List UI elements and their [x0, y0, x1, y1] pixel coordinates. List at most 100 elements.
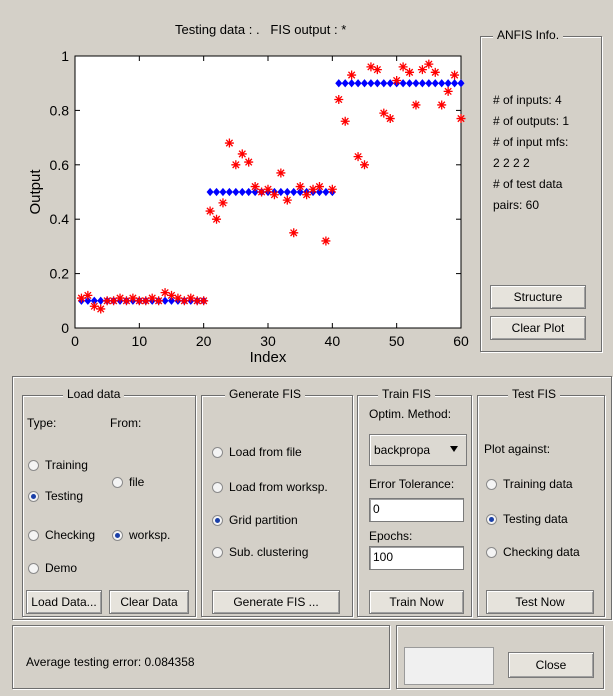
radio-label: Sub. clustering: [229, 545, 309, 559]
radio-button-selected-icon: [212, 514, 223, 526]
fis-output-point: [386, 79, 394, 88]
testing-data-point: [289, 228, 299, 238]
testing-data-point: [295, 182, 305, 192]
testing-data-point: [424, 59, 434, 69]
radio-testing[interactable]: Testing: [28, 489, 83, 503]
x-tick-label: 40: [325, 333, 341, 349]
radio-label: Demo: [45, 561, 78, 575]
generate-fis-group: [201, 395, 353, 617]
close-button[interactable]: Close: [508, 652, 594, 678]
radio-plot-training-data[interactable]: Training data: [486, 477, 573, 491]
testing-data-point: [340, 116, 350, 126]
type-label: Type:: [27, 416, 57, 430]
testing-data-point: [321, 236, 331, 246]
fis-output-point: [425, 79, 433, 88]
radio-plot-checking-data[interactable]: Checking data: [486, 545, 580, 559]
error-tolerance-input[interactable]: 0: [369, 498, 464, 522]
radio-training[interactable]: Training: [28, 458, 88, 472]
clear-data-button[interactable]: Clear Data: [109, 590, 189, 614]
testing-data-point: [398, 62, 408, 72]
fis-output-point: [380, 79, 388, 88]
fis-output-point: [161, 296, 169, 305]
x-tick-label: 20: [196, 333, 212, 349]
optim-method-label: Optim. Method:: [369, 407, 452, 421]
load-data-button[interactable]: Load Data...: [26, 590, 102, 614]
generate-fis-button[interactable]: Generate FIS ...: [212, 590, 340, 614]
status-panel: [12, 625, 390, 689]
testing-data-point: [76, 293, 86, 303]
x-tick-label: 30: [260, 333, 276, 349]
clear-plot-button[interactable]: Clear Plot: [490, 316, 586, 340]
fis-output-point: [84, 296, 92, 305]
fis-output-point: [225, 187, 233, 197]
test-now-button[interactable]: Test Now: [486, 590, 594, 614]
fis-output-point: [335, 79, 343, 88]
radio-button-icon: [212, 481, 223, 493]
train-now-button[interactable]: Train Now: [369, 590, 464, 614]
fis-output-point: [219, 187, 227, 197]
y-tick-label: 0.6: [50, 157, 70, 173]
testing-data-point: [366, 62, 376, 72]
anfis-info-title: ANFIS Info.: [493, 28, 564, 42]
x-tick-label: 0: [71, 333, 79, 349]
radio-label: Load from file: [229, 445, 302, 459]
radio-button-icon: [112, 476, 123, 488]
optim-method-dropdown[interactable]: backpropa: [369, 434, 467, 466]
fis-output-point: [283, 187, 291, 197]
radio-plot-testing-data[interactable]: Testing data: [486, 512, 568, 526]
testing-data-point: [231, 160, 241, 170]
structure-button[interactable]: Structure: [490, 285, 586, 309]
testing-data-point: [430, 67, 440, 77]
testing-data-point: [121, 296, 131, 306]
testing-data-point: [250, 182, 260, 192]
test-fis-group: [477, 395, 605, 617]
testing-data-point: [96, 304, 106, 314]
fis-output-point: [367, 79, 375, 88]
fis-output-point: [251, 187, 259, 197]
radio-checking[interactable]: Checking: [28, 528, 95, 542]
fis-output-point: [232, 187, 240, 197]
radio-button-selected-icon: [486, 513, 497, 525]
testing-data-point: [192, 296, 202, 306]
radio-grid-partition[interactable]: Grid partition: [212, 513, 298, 527]
status-display-box: [404, 647, 494, 685]
fis-output-point: [238, 187, 246, 197]
plot-title: Testing data : . FIS output : *: [175, 22, 347, 37]
testing-data-point: [379, 108, 389, 118]
radio-label: Training: [45, 458, 88, 472]
testing-data-point: [392, 75, 402, 85]
radio-label: worksp.: [129, 528, 171, 542]
radio-button-icon: [212, 446, 223, 458]
radio-workspace[interactable]: worksp.: [112, 528, 170, 542]
testing-data-point: [141, 296, 151, 306]
radio-load-from-workspace[interactable]: Load from worksp.: [212, 480, 328, 494]
dropdown-value: backpropa: [374, 443, 431, 457]
testing-data-point: [179, 296, 189, 306]
radio-label: Checking: [45, 528, 96, 542]
testing-data-point: [276, 168, 286, 178]
fis-output-point: [290, 187, 298, 197]
radio-sub-clustering[interactable]: Sub. clustering: [212, 545, 308, 559]
controls-area: [12, 376, 612, 620]
fis-output-point: [438, 79, 446, 88]
x-tick-label: 60: [453, 333, 469, 349]
output-plot: 0 10 20 30 40 50 60 0 0.2 0.4 0.6 0.8 1 Index Output: [27, 48, 469, 366]
radio-label: Checking data: [503, 545, 580, 559]
testing-data-point: [282, 195, 292, 205]
testing-data-point: [456, 114, 466, 124]
test-fis-title: Test FIS: [508, 387, 561, 401]
fis-output-point: [360, 79, 369, 88]
testing-data-point: [237, 149, 247, 159]
testing-data-point: [257, 187, 267, 197]
testing-data-point: [167, 290, 176, 300]
radio-demo[interactable]: Demo: [28, 561, 77, 575]
epochs-input[interactable]: 100: [369, 546, 464, 570]
testing-data-point: [450, 70, 460, 80]
y-tick-label: 0.2: [50, 266, 70, 282]
radio-load-from-file[interactable]: Load from file: [212, 445, 302, 459]
fis-output-point: [418, 79, 426, 88]
testing-data-point: [186, 293, 196, 303]
radio-file[interactable]: file: [112, 475, 144, 489]
fis-output-point: [245, 187, 253, 197]
testing-data-point: [160, 288, 170, 298]
